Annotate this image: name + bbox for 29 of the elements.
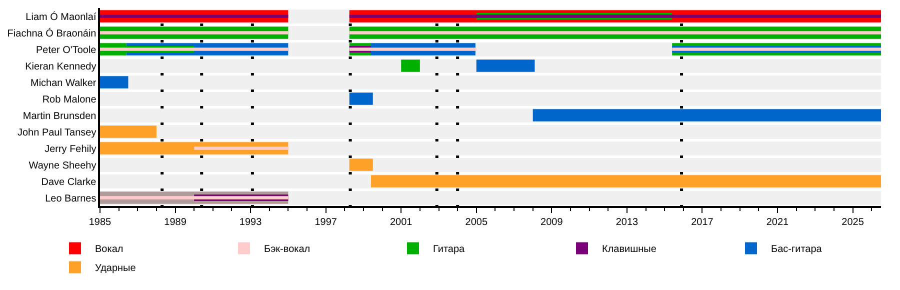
x-tick-label: 1993 (239, 216, 262, 228)
y-tick-label: Peter O'Toole (36, 44, 97, 56)
x-tick-label: 2017 (691, 216, 714, 228)
x-tick-label: 2013 (616, 216, 638, 228)
y-tick-label: Fiachna Ó Braonáin (7, 27, 96, 40)
y-tick-label: Kieran Kennedy (25, 61, 96, 72)
legend-label: Ударные (95, 263, 136, 274)
y-tick-label: Wayne Sheehy (28, 160, 96, 172)
y-tick-label: Jerry Fehily (44, 144, 96, 155)
legend-label: Бэк-вокал (264, 244, 310, 256)
y-tick-label: John Paul Tansey (17, 127, 96, 138)
legend-label: Бас-гитара (771, 244, 822, 256)
x-tick-label: 1989 (164, 216, 187, 228)
x-tick-label: 2001 (390, 216, 413, 228)
x-tick-label: 1997 (314, 216, 338, 228)
y-tick-label: Michan Walker (30, 78, 97, 89)
x-tick-label: 2025 (842, 216, 864, 228)
legend-label: Вокал (95, 244, 124, 256)
legend-label: Клавишные (602, 244, 657, 256)
x-tick-label: 2009 (540, 216, 564, 228)
x-tick-label: 2005 (465, 216, 488, 228)
y-tick-label: Martin Brunsden (22, 110, 96, 122)
y-tick-label: Dave Clarke (41, 176, 97, 188)
y-tick-label: Liam Ó Maonlaí (26, 10, 96, 23)
x-tick-label: 2021 (766, 216, 790, 228)
y-tick-label: Leo Barnes (45, 193, 96, 204)
legend-label: Гитара (433, 244, 466, 256)
x-tick-label: 1985 (88, 216, 112, 228)
y-tick-label: Rob Malone (42, 94, 97, 106)
